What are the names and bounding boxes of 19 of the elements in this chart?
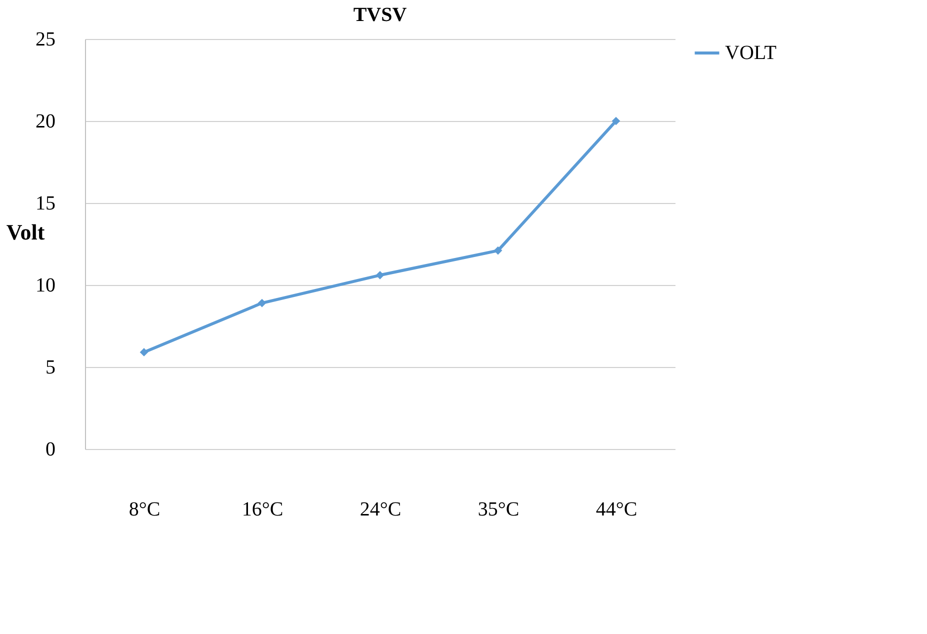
x-tick-label: 44°C	[596, 498, 638, 520]
x-tick-label: 16°C	[242, 498, 284, 520]
point	[612, 116, 620, 126]
y-tick-label: 15	[36, 192, 56, 214]
y-tick-label: 0	[46, 438, 56, 460]
y-tick-label: 5	[46, 356, 56, 378]
x-tick-label: 8°C	[128, 498, 160, 520]
y-tick-label: 25	[36, 28, 56, 50]
x-tick-label: 35°C	[478, 498, 520, 520]
x-tick-label: 24°C	[360, 498, 402, 520]
y-axis-title: Volt	[6, 220, 46, 244]
y-tick-label: 10	[36, 274, 56, 296]
point	[376, 270, 384, 280]
chart-title: TVSV	[353, 4, 408, 26]
point	[140, 348, 148, 356]
point	[494, 246, 502, 255]
y-tick-label: 20	[36, 110, 56, 132]
point	[258, 298, 266, 308]
legend-label: VOLT	[725, 42, 776, 64]
